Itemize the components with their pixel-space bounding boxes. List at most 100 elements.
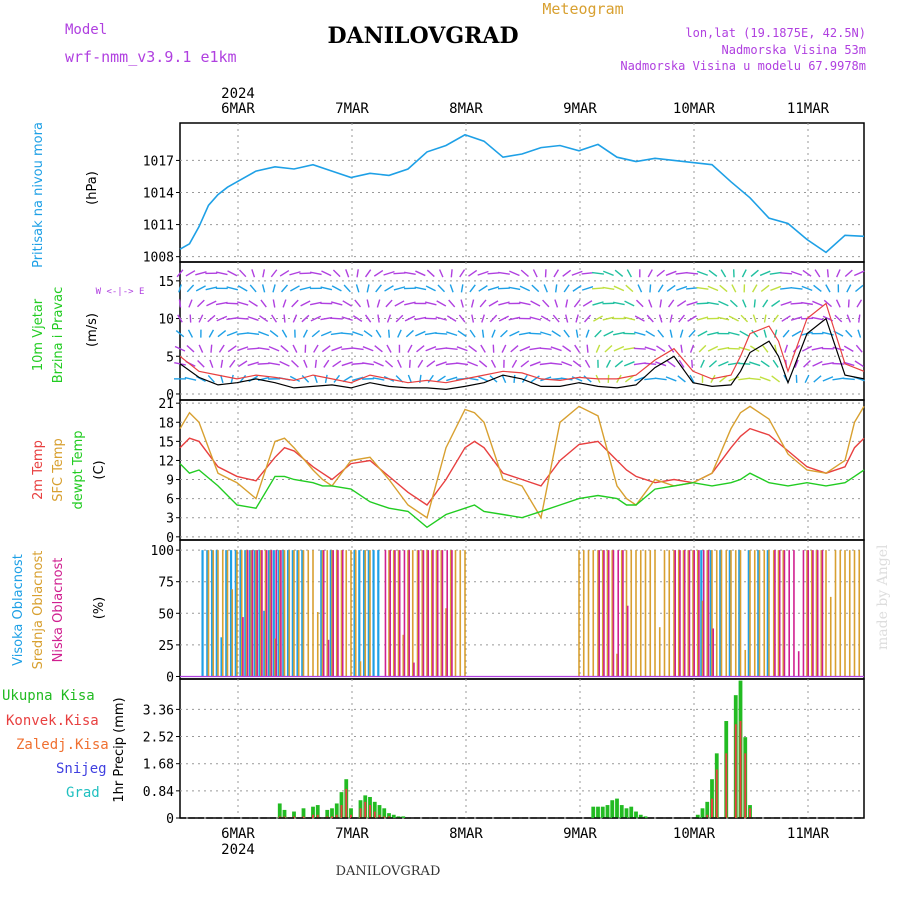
wind-arrow (649, 284, 652, 293)
y-tick-label: 50 (158, 607, 174, 622)
wind-arrow (812, 360, 823, 367)
wind-arrow (769, 271, 782, 275)
wind-arrow (790, 302, 803, 305)
precip-unit-label: 1hr Precip (mm) (112, 697, 127, 802)
wind-arrow (647, 269, 653, 278)
precip-conv-bar (364, 801, 367, 818)
wind-arrow (387, 329, 391, 338)
wind-arrow (206, 300, 217, 307)
top-date-label: 7MAR (335, 101, 369, 117)
wind-arrow (351, 376, 364, 382)
wind-arrow (467, 361, 478, 367)
wind-arrow (843, 345, 854, 352)
wind-arrow (436, 300, 447, 307)
wind-arrow (436, 375, 446, 383)
temp-side-label-1: 2m Temp (31, 440, 46, 500)
wind-arrow (332, 360, 342, 368)
precip-conv-bar (302, 816, 305, 818)
wind-arrow (299, 286, 312, 291)
wind-arrow (405, 329, 414, 338)
top-date-label: 10MAR (673, 101, 716, 117)
wind-arrow (687, 315, 697, 322)
wind-arrow (198, 314, 204, 323)
wind-arrow (331, 285, 342, 292)
wind-arrow (845, 329, 853, 338)
wind-arrow (774, 344, 778, 353)
wind-arrow (581, 285, 594, 291)
wind-arrow (656, 345, 666, 353)
y-tick-label: 18 (158, 416, 174, 431)
wind-arrow (174, 345, 186, 352)
wind-arrow (414, 286, 427, 291)
wind-arrow (648, 299, 653, 308)
wind-arrow (782, 329, 790, 338)
wind-arrow (728, 331, 740, 336)
wind-arrow (239, 374, 247, 383)
wind-arrow (424, 331, 437, 336)
wind-arrow (351, 362, 364, 365)
wind-arrow (366, 299, 370, 308)
wind-arrow (301, 375, 310, 383)
wind-arrow (268, 345, 280, 352)
wind-arrow (333, 374, 341, 383)
wind-arrow (550, 362, 563, 366)
cloud-unit-label: (%) (92, 597, 107, 620)
wind-arrow (314, 359, 318, 368)
wind-arrow (445, 347, 458, 351)
wind-arrow (435, 316, 447, 321)
wind-arrow (259, 315, 269, 323)
wind-arrow (343, 284, 351, 293)
wind-arrow (374, 345, 383, 353)
wind-arrow (185, 270, 196, 277)
wind-arrow (468, 269, 478, 277)
wind-arrow (218, 344, 225, 353)
cloud-side-label-2: Srednja Oblacnost (31, 551, 46, 670)
wind-arrow (458, 314, 466, 323)
wind-arrow (595, 344, 601, 353)
wind-arrow (280, 284, 289, 293)
wind-arrow (633, 347, 646, 350)
wind-arrow (457, 330, 467, 338)
wind-arrow (238, 269, 247, 278)
wind-arrow (520, 360, 530, 368)
wind-arrow (236, 317, 249, 320)
wind-arrow (519, 285, 531, 292)
wind-arrow (282, 299, 287, 308)
precip-conv-bar (373, 811, 376, 818)
wind-arrow (186, 284, 195, 293)
precip-total-bar (315, 805, 320, 818)
wind-arrow (247, 316, 259, 322)
panel-cloud: 0 25 50 75 100 (151, 539, 865, 685)
wind-arrow (790, 270, 803, 276)
precip-conv-bar (340, 805, 343, 818)
wind-arrow (539, 347, 552, 350)
wind-arrow (855, 284, 864, 293)
wind-arrow (509, 270, 520, 277)
wind-arrow (237, 301, 249, 306)
wind-arrow (659, 299, 662, 308)
wind-arrow (397, 329, 402, 338)
precip-conv-bar (350, 814, 352, 818)
wind-arrow (498, 315, 509, 322)
wind-arrow (614, 360, 624, 368)
wind-arrow (575, 314, 579, 323)
wind-arrow (435, 332, 448, 335)
wind-arrow (658, 314, 663, 323)
wind-arrow (188, 299, 193, 308)
wind-arrow (717, 316, 730, 321)
wind-arrow (435, 361, 447, 367)
wind-arrow (450, 269, 453, 278)
wind-arrow (784, 344, 789, 353)
y-tick-label: 0.84 (143, 785, 174, 800)
top-year-label: 2024 (221, 86, 255, 102)
wind-arrow (289, 271, 301, 276)
wind-arrow (351, 347, 364, 351)
wind-arrow (417, 359, 424, 368)
wind-arrow (593, 315, 603, 322)
wind-arrow (760, 360, 770, 368)
wind-arrow (581, 272, 594, 275)
wind-arrow (594, 329, 602, 338)
y-tick-label: 1011 (143, 219, 174, 234)
wind-arrow (176, 269, 184, 278)
wind-direction-key: W <-|-> E (96, 287, 145, 297)
